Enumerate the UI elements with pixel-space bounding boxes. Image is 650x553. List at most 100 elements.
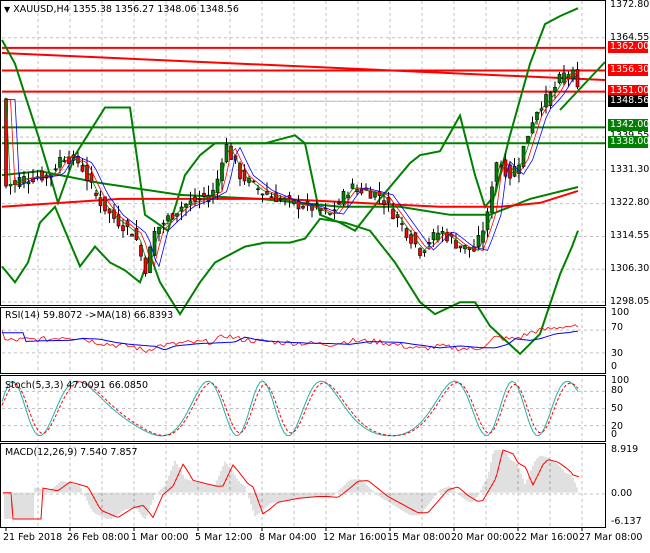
level-tag-1356: 1356.30 — [608, 64, 650, 76]
stoch-tick: 80 — [611, 385, 624, 396]
candle-body — [202, 192, 206, 197]
rsi-tick: 30 — [611, 348, 624, 359]
candle-body — [274, 192, 278, 203]
candle-body — [256, 188, 260, 191]
candle-body — [121, 225, 125, 232]
price-tick: 1331.30 — [610, 164, 650, 175]
level-tag-1338: 1338.00 — [608, 136, 650, 148]
macd-signal-line — [3, 449, 580, 520]
price-tick: 1322.80 — [610, 197, 650, 208]
candle-body — [368, 191, 373, 199]
candle-body — [575, 69, 580, 88]
macd-tick: -6.137 — [611, 516, 642, 527]
time-tick: 12 Mar 16:00 — [323, 532, 387, 543]
candle-body — [557, 73, 562, 83]
candle-body — [62, 160, 67, 163]
candle-body — [422, 250, 427, 253]
time-tick: 1 Mar 00:00 — [131, 532, 189, 543]
ma-slow — [6, 74, 578, 268]
pane-frame — [0, 0, 606, 306]
rsi-ma-line — [2, 330, 579, 351]
time-tick: 5 Mar 12:00 — [195, 532, 253, 543]
stoch-tick: 50 — [611, 403, 624, 414]
macd-title: MACD(12,26,9) 7.540 7.857 — [5, 447, 138, 458]
current-price-tag: 1348.56 — [608, 95, 650, 107]
macd-tick: 8.919 — [611, 444, 639, 455]
candle-body — [53, 168, 58, 171]
candle-body — [4, 98, 8, 187]
candle-body — [332, 209, 337, 212]
ma-medium — [6, 72, 578, 266]
candle-body — [40, 170, 44, 181]
candle-body — [301, 206, 305, 209]
symbol-ohlc-title: XAUUSD,H4 1355.38 1356.27 1348.06 1348.5… — [13, 4, 239, 15]
stoch-main-line — [1, 380, 579, 437]
ma-fast — [5, 72, 578, 268]
pane-frame — [0, 375, 606, 442]
candle-body — [94, 192, 98, 196]
candle-body — [130, 233, 134, 237]
stoch-tick: 100 — [611, 375, 630, 386]
level-tag-1362: 1362.00 — [608, 41, 650, 53]
candle-body — [386, 197, 391, 203]
candle-body — [544, 94, 548, 108]
rsi-tick: 0 — [611, 361, 618, 372]
time-tick: 20 Mar 00:00 — [451, 532, 515, 543]
candle-body — [526, 135, 530, 143]
candle-body — [404, 228, 409, 238]
trendline-resistance — [1, 52, 606, 81]
candle-body — [485, 211, 490, 230]
stoch-tick: 20 — [611, 421, 624, 432]
candle-body — [161, 222, 166, 225]
price-tick: 1364.55 — [610, 32, 650, 43]
price-tick: 1314.55 — [610, 230, 650, 241]
candle-body — [535, 112, 539, 121]
candle-body — [260, 193, 265, 196]
stoch-title: Stoch(5,3,3) 47.0091 66.0850 — [5, 380, 149, 391]
rsi-tick: 70 — [611, 322, 624, 333]
price-tick: 1339.55 — [610, 130, 649, 141]
rsi-tick: 100 — [611, 307, 630, 318]
level-tag-1351: 1351.00 — [608, 85, 650, 97]
candle-body — [337, 202, 341, 205]
pane-frame — [0, 307, 606, 374]
candle-body — [238, 163, 242, 180]
candle-body — [391, 208, 395, 220]
candle-body — [269, 196, 274, 198]
candle-body — [409, 234, 413, 244]
time-tick: 27 Mar 08:00 — [579, 532, 643, 543]
time-tick: 21 Feb 2018 — [3, 532, 63, 543]
candle-body — [476, 235, 481, 248]
candle-body — [116, 214, 121, 227]
price-tick: 1306.30 — [610, 263, 650, 274]
trendline-support — [559, 61, 606, 111]
stoch-tick: 0 — [611, 429, 618, 440]
candle-body — [350, 183, 355, 189]
bollinger-lower — [1, 204, 579, 356]
time-tick: 22 Mar 16:00 — [515, 532, 579, 543]
candle-body — [26, 181, 31, 185]
candle-body — [431, 232, 436, 240]
candle-body — [193, 196, 197, 202]
time-tick: 8 Mar 04:00 — [259, 532, 317, 543]
price-tick: 1298.05 — [610, 296, 650, 307]
stoch-signal-line — [1, 381, 579, 437]
candle-body — [107, 208, 112, 214]
candle-body — [139, 245, 143, 257]
candle-body — [458, 245, 463, 249]
candle-body — [89, 173, 94, 183]
price-tick: 1372.80 — [610, 0, 650, 10]
dropdown-triangle-icon[interactable]: ▼ — [4, 5, 11, 14]
candle-body — [400, 223, 404, 225]
candle-body — [553, 86, 557, 92]
candle-body — [418, 248, 422, 256]
macd-tick: 0.00 — [611, 488, 633, 499]
candle-body — [134, 228, 139, 240]
candle-body — [166, 215, 170, 222]
chart-header: ▼ XAUUSD,H4 1355.38 1356.27 1348.06 1348… — [4, 4, 239, 15]
candle-body — [341, 191, 346, 205]
time-tick: 26 Feb 08:00 — [67, 532, 130, 543]
level-tag-1342: 1342.00 — [608, 119, 650, 131]
